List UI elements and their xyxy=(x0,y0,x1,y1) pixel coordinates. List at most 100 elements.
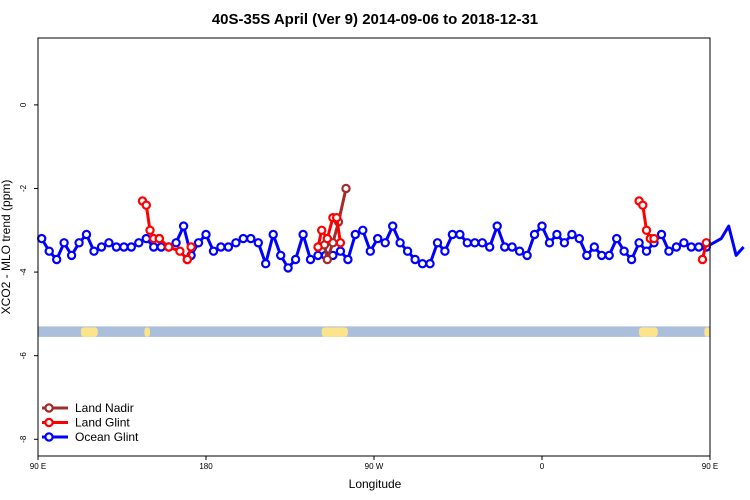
series-line xyxy=(158,237,189,261)
data-point xyxy=(529,229,540,240)
data-point xyxy=(455,229,465,240)
data-point xyxy=(358,225,368,235)
ocean-strip xyxy=(38,326,710,337)
data-point xyxy=(604,250,614,261)
data-point xyxy=(492,221,502,231)
data-point xyxy=(649,233,659,244)
data-point xyxy=(395,238,405,248)
legend-swatch-marker xyxy=(44,417,54,428)
y-tick-label: -8 xyxy=(19,435,28,443)
data-point xyxy=(141,233,151,244)
data-point xyxy=(440,246,450,256)
data-point xyxy=(641,246,652,256)
legend-item: Ocean Glint xyxy=(42,430,139,444)
data-point xyxy=(626,254,637,265)
data-point xyxy=(134,238,144,248)
x-tick-label: 0 xyxy=(540,462,545,471)
legend-swatch-marker xyxy=(44,403,54,413)
data-point xyxy=(447,229,458,240)
data-point xyxy=(37,233,47,244)
data-point xyxy=(341,183,351,194)
data-point xyxy=(559,238,570,248)
data-point xyxy=(298,229,308,240)
data-point xyxy=(552,229,562,240)
data-point xyxy=(201,229,211,240)
data-point xyxy=(694,242,704,252)
y-tick-label: -6 xyxy=(19,352,28,360)
data-point xyxy=(322,233,332,244)
data-point xyxy=(656,229,667,240)
data-point xyxy=(514,246,525,256)
data-point xyxy=(634,238,644,248)
legend-swatch-marker xyxy=(44,432,54,442)
data-point xyxy=(417,259,428,269)
data-point xyxy=(74,238,84,248)
data-point xyxy=(313,242,323,252)
data-point xyxy=(231,238,241,248)
y-tick-label: -2 xyxy=(19,184,28,192)
data-point xyxy=(567,229,577,240)
data-point xyxy=(679,238,689,248)
land-patch xyxy=(80,327,98,337)
data-point xyxy=(216,242,226,252)
x-tick-label: 90 E xyxy=(30,462,46,471)
y-axis-label: XCO2 - MLO trend (ppm) xyxy=(0,180,13,315)
data-point xyxy=(500,242,510,252)
x-axis-label: Longitude xyxy=(349,477,402,491)
data-point xyxy=(178,221,189,231)
data-point xyxy=(317,225,327,235)
data-point xyxy=(425,259,435,269)
legend-item: Land Nadir xyxy=(42,401,134,415)
land-patch xyxy=(321,327,348,337)
data-point xyxy=(148,242,159,252)
data-point xyxy=(268,229,278,240)
data-point xyxy=(89,246,99,256)
data-point xyxy=(335,246,346,256)
chart-title: 40S-35S April (Ver 9) 2014-09-06 to 2018… xyxy=(212,11,538,28)
data-point xyxy=(365,246,375,256)
data-point xyxy=(638,200,648,210)
data-point xyxy=(701,238,712,248)
data-point xyxy=(582,250,592,261)
data-point xyxy=(104,238,114,248)
data-point xyxy=(111,242,122,252)
data-point xyxy=(261,259,271,269)
data-point xyxy=(343,254,353,265)
data-point xyxy=(193,238,204,248)
y-axis: 0 -2 -4 -6 -8 xyxy=(19,102,38,443)
y-tick-label: -4 xyxy=(19,268,28,276)
x-tick-label: 90 W xyxy=(365,462,384,471)
data-point xyxy=(126,242,137,252)
data-point xyxy=(544,238,555,248)
data-point xyxy=(145,225,155,235)
legend-label: Land Glint xyxy=(75,416,130,430)
land-sea-strip xyxy=(38,326,710,337)
data-point xyxy=(664,246,674,256)
data-point xyxy=(335,238,346,248)
data-point xyxy=(485,242,495,252)
land-patch xyxy=(704,327,710,337)
land-patch xyxy=(144,327,150,337)
data-point xyxy=(52,254,62,265)
data-point xyxy=(290,254,301,265)
data-point xyxy=(96,242,107,252)
legend-label: Ocean Glint xyxy=(75,430,139,444)
data-point xyxy=(182,254,192,265)
data-point xyxy=(641,225,652,235)
data-point xyxy=(597,250,607,261)
data-point xyxy=(380,238,390,248)
data-point xyxy=(432,238,443,248)
data-point xyxy=(332,212,342,223)
data-point xyxy=(66,250,77,261)
data-point xyxy=(81,229,92,240)
legend-label: Land Nadir xyxy=(75,401,134,415)
data-point xyxy=(253,238,263,248)
data-point xyxy=(223,242,234,252)
data-point xyxy=(697,254,708,265)
data-point xyxy=(619,246,629,256)
data-point xyxy=(410,254,420,265)
data-point xyxy=(322,254,332,265)
data-point xyxy=(186,242,196,252)
